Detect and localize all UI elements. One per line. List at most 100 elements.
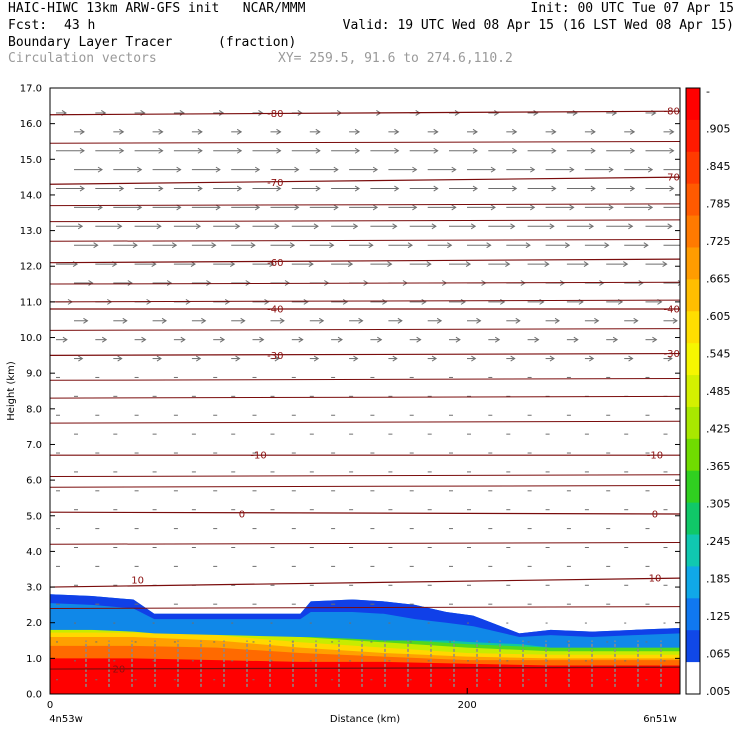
colorbar-swatch bbox=[686, 343, 700, 376]
wind-vector-head bbox=[240, 317, 246, 324]
wind-vector-head bbox=[470, 223, 477, 230]
wind-vector-head bbox=[392, 355, 398, 362]
wind-vector-head bbox=[179, 110, 185, 116]
colorbar-label: .065 bbox=[706, 648, 731, 661]
wind-vector-head bbox=[397, 317, 403, 324]
wind-vector-head bbox=[276, 185, 282, 192]
wind-vector-head bbox=[629, 128, 636, 135]
y-tick-label: 8.0 bbox=[26, 404, 42, 415]
wind-vector-head bbox=[254, 166, 261, 173]
wind-vector-head bbox=[353, 223, 359, 230]
wind-vector-head bbox=[416, 336, 422, 343]
x-axis-label: Distance (km) bbox=[330, 714, 400, 725]
wind-vector-head bbox=[215, 166, 221, 173]
wind-vector-head bbox=[382, 298, 388, 305]
y-tick-label: 9.0 bbox=[26, 369, 42, 380]
temperature-contour bbox=[50, 666, 680, 670]
wind-vector-head bbox=[662, 261, 668, 268]
wind-vector-head bbox=[486, 242, 492, 249]
wind-vector-head bbox=[647, 204, 654, 211]
temperature-contour bbox=[50, 577, 680, 588]
wind-vector-head bbox=[206, 280, 212, 286]
y-tick-label: 12.0 bbox=[20, 262, 42, 273]
contour-label: -80 bbox=[267, 109, 283, 120]
wind-vector-head bbox=[315, 147, 321, 154]
colorbar-swatch bbox=[686, 375, 700, 408]
wind-vector-head bbox=[79, 185, 85, 192]
wind-vector-head bbox=[117, 355, 123, 362]
wind-vector-head bbox=[315, 128, 321, 135]
wind-vector-head bbox=[667, 223, 673, 230]
wind-vector-head bbox=[308, 261, 314, 268]
wind-vector-head bbox=[433, 147, 439, 154]
wind-vector-head bbox=[569, 166, 575, 173]
vectors-label: Circulation vectors bbox=[8, 51, 157, 66]
wind-vector-head bbox=[412, 166, 418, 173]
wind-vector-head bbox=[431, 355, 438, 362]
wind-vector-head bbox=[264, 298, 270, 305]
plot-frame bbox=[49, 87, 681, 695]
wind-vector-head bbox=[505, 261, 511, 268]
wind-vector-head bbox=[569, 204, 575, 211]
wind-vector-head bbox=[78, 355, 84, 362]
colorbar-label: .905 bbox=[706, 123, 731, 136]
wind-vector-head bbox=[313, 223, 319, 230]
wind-vector-head bbox=[612, 336, 619, 343]
wind-vector-head bbox=[197, 128, 203, 135]
colorbar-label: .485 bbox=[706, 385, 731, 398]
y-tick-label: 11.0 bbox=[20, 297, 42, 308]
colorbar-label: .665 bbox=[706, 273, 731, 286]
wind-vector-head bbox=[368, 242, 374, 249]
temperature-contour bbox=[50, 110, 680, 116]
wind-vector-head bbox=[279, 317, 285, 324]
wind-vector-head bbox=[347, 261, 354, 268]
y-tick-label: 1.0 bbox=[26, 654, 42, 665]
colorbar-swatch bbox=[686, 502, 700, 536]
wind-vector-head bbox=[460, 298, 466, 305]
wind-vector-head bbox=[158, 185, 164, 192]
wind-vector-head bbox=[276, 147, 282, 154]
model-title: HAIC-HIWC 13km ARW-GFS init NCAR/MMM bbox=[8, 1, 306, 16]
colorbar-swatch bbox=[686, 88, 700, 121]
contour-label: -70 bbox=[267, 178, 283, 189]
wind-vector-head bbox=[628, 355, 634, 362]
colorbar-frame bbox=[685, 87, 701, 695]
colorbar-label: - bbox=[706, 85, 710, 98]
wind-vector-head bbox=[235, 223, 241, 230]
contour-label: 0 bbox=[652, 509, 658, 520]
temperature-contour bbox=[50, 281, 680, 285]
wind-vector-head bbox=[431, 223, 437, 230]
forecast-hours: 43 h bbox=[64, 18, 96, 33]
wind-vector-head bbox=[298, 336, 304, 343]
init-time: Init: 00 UTC Tue 07 Apr 15 bbox=[530, 1, 735, 16]
temperature-contour bbox=[50, 484, 680, 488]
temperature-contour bbox=[50, 258, 680, 264]
wind-vector-head bbox=[465, 261, 472, 268]
colorbar-swatch bbox=[686, 438, 700, 472]
wind-vector-head bbox=[387, 261, 393, 268]
temperature-contour bbox=[50, 176, 680, 185]
wind-vector-head bbox=[590, 147, 596, 154]
wind-vector-head bbox=[629, 147, 636, 154]
wind-vector-head bbox=[354, 147, 361, 154]
wind-vector-head bbox=[219, 336, 226, 343]
wind-vector-head bbox=[127, 280, 133, 286]
colorbar-swatch bbox=[686, 311, 700, 344]
wind-vector-head bbox=[533, 110, 539, 116]
wind-vector-head bbox=[677, 280, 680, 286]
wind-vector-head bbox=[455, 336, 461, 343]
x-left-location: 4n53w bbox=[49, 714, 83, 725]
colorbar-swatch bbox=[686, 534, 700, 567]
colorbar-swatch bbox=[686, 662, 700, 695]
contour-label: -30 bbox=[267, 351, 283, 362]
colorbar-label: .305 bbox=[706, 498, 731, 511]
temperature-contour bbox=[50, 542, 680, 545]
contour-label: 0 bbox=[239, 509, 245, 520]
temperature-contour bbox=[50, 378, 680, 381]
wind-vector-head bbox=[564, 242, 571, 249]
tracer-gap bbox=[473, 610, 534, 633]
wind-vector-head bbox=[254, 204, 261, 211]
colorbar-label: .245 bbox=[706, 535, 731, 548]
wind-vector-head bbox=[510, 223, 516, 230]
temperature-contour bbox=[50, 203, 680, 207]
